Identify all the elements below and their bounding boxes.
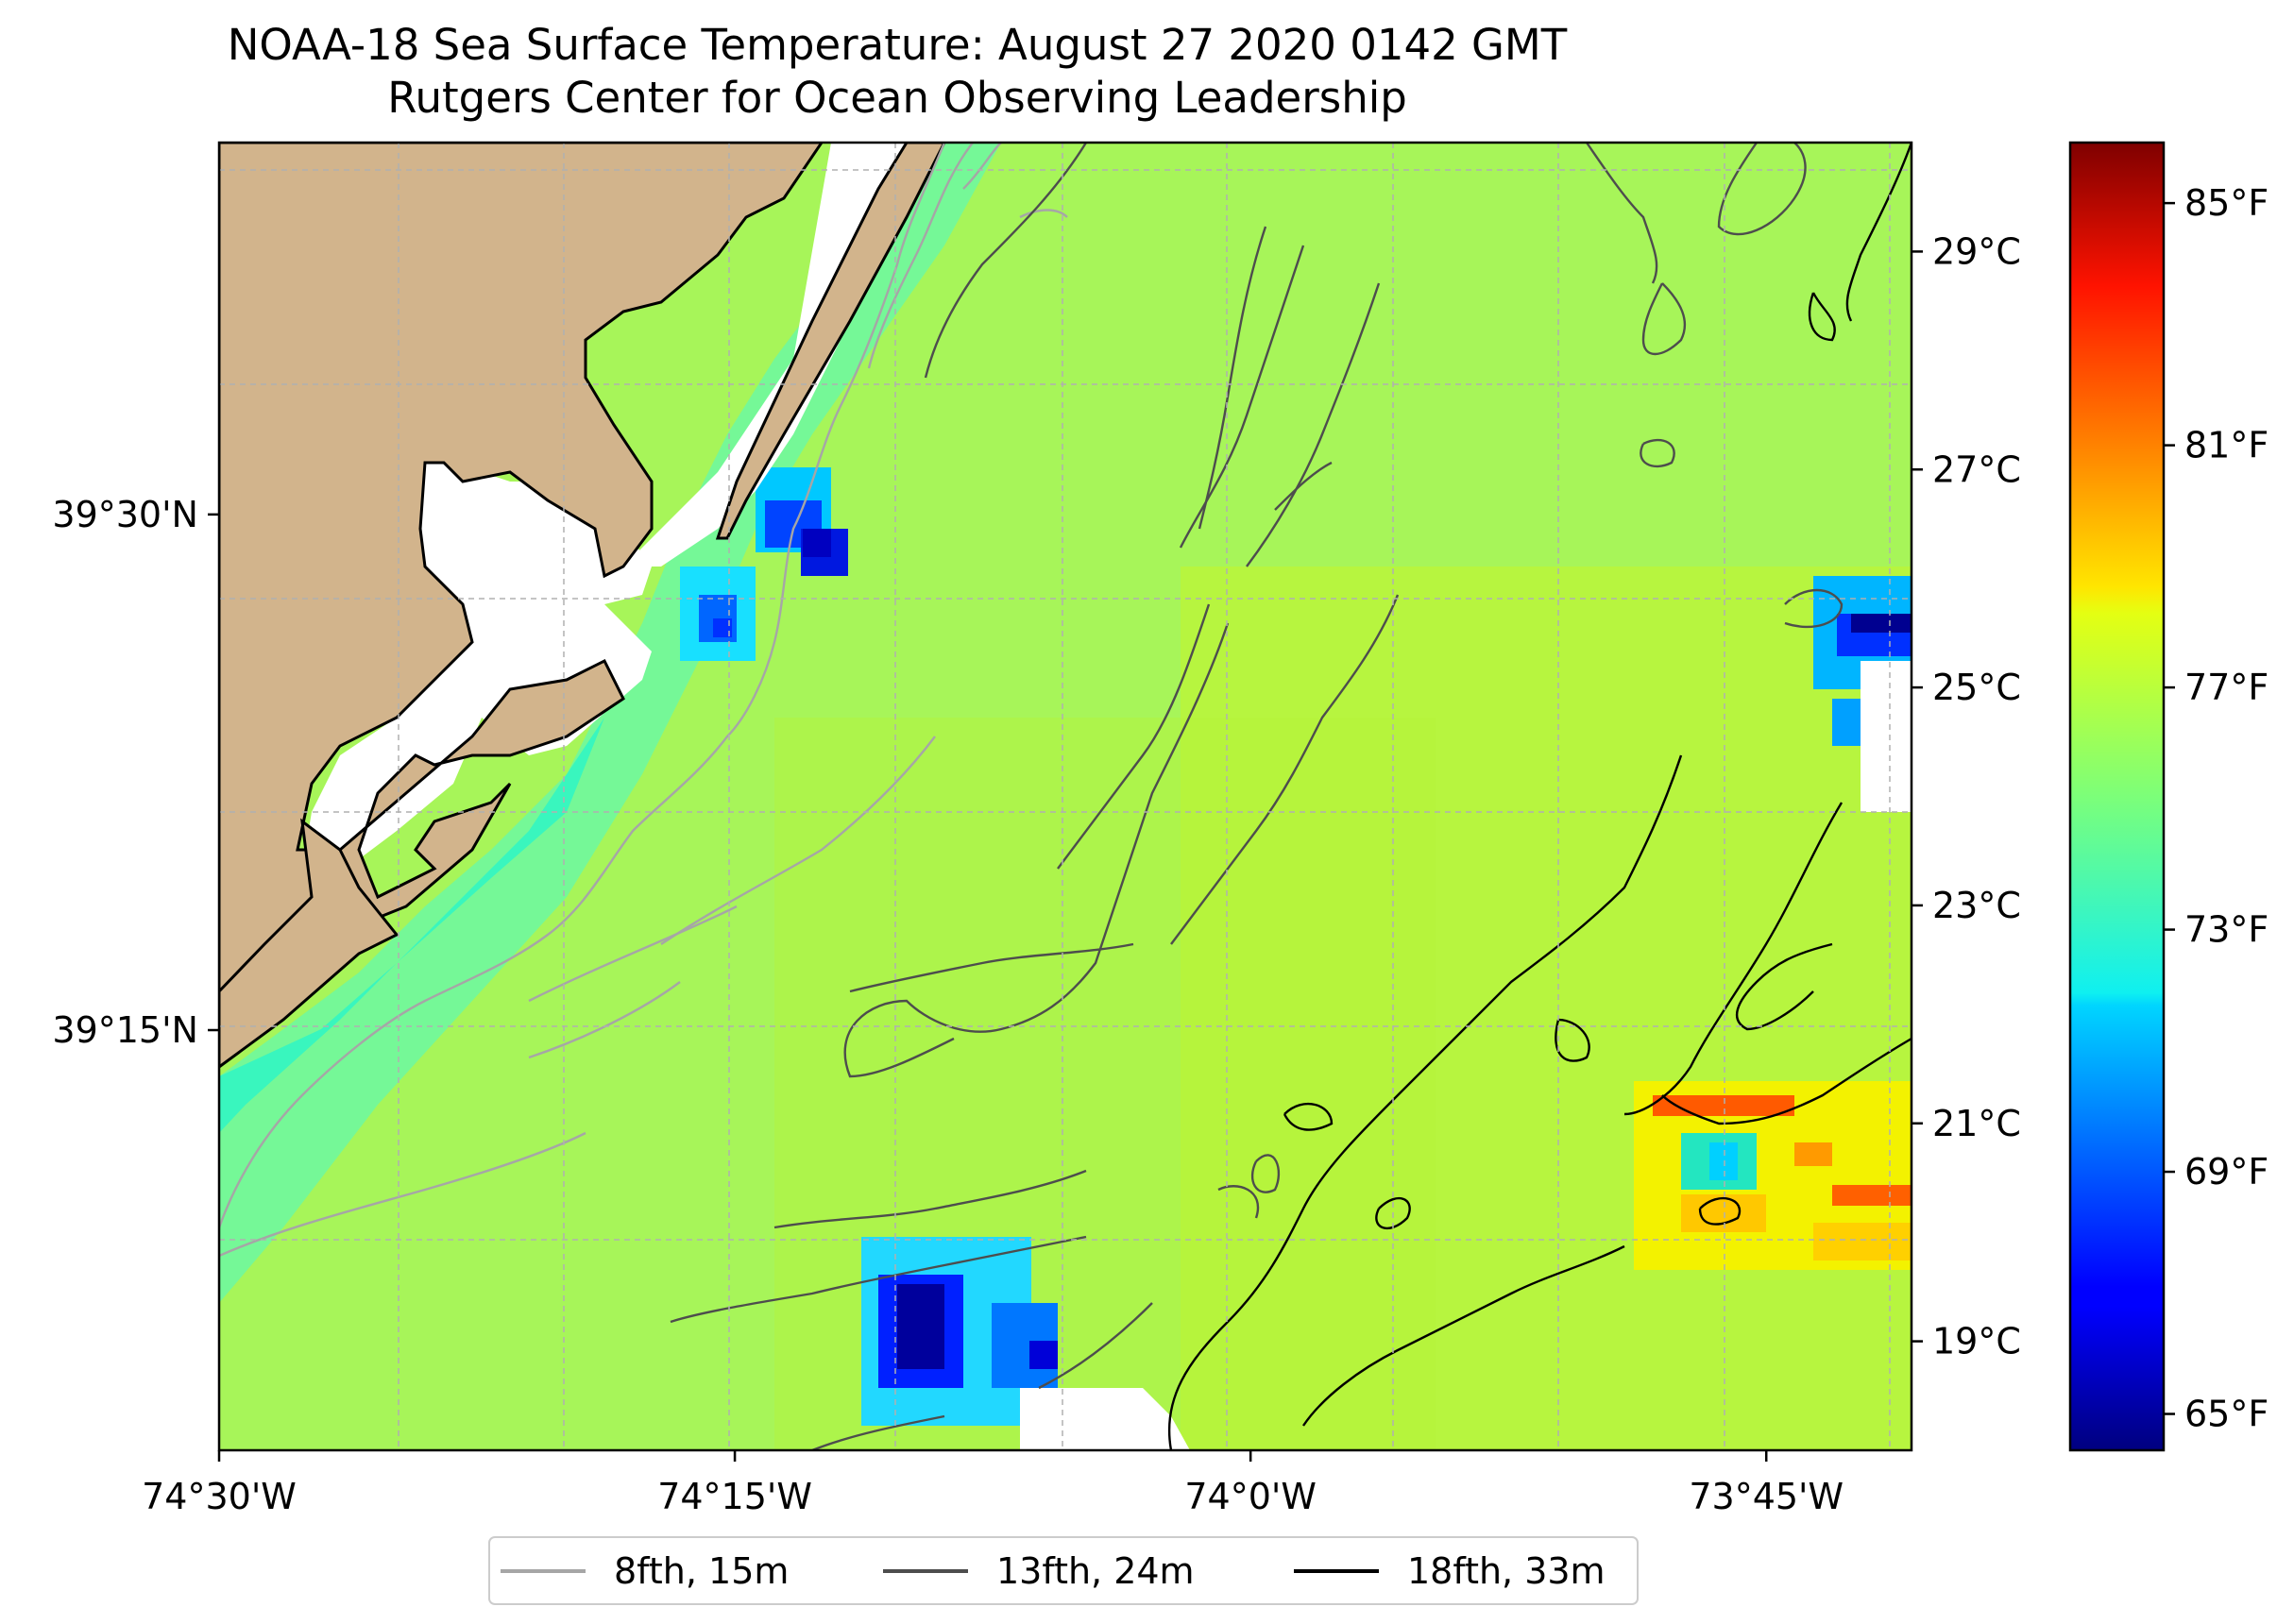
contour-legend: 8fth, 15m 13fth, 24m 18fth, 33m (488, 1536, 1639, 1605)
celsius-tick-label: 25°C (1932, 667, 2021, 708)
land-barrier-island-west (219, 818, 399, 1069)
latitude-axis: 39°30'N 39°15'N (52, 494, 219, 1051)
celsius-tick-label: 21°C (1932, 1103, 2021, 1144)
sst-map (219, 143, 1912, 1450)
lon-tick-label: 74°0'W (1184, 1476, 1317, 1517)
contour-8fth (219, 143, 1068, 1258)
map-gridlines (219, 143, 1912, 1450)
no-data-east-patch (1861, 661, 1912, 812)
no-data-coastal-region (302, 453, 652, 869)
fahrenheit-tick-label: 65°F (2184, 1394, 2269, 1435)
fahrenheit-tick-label: 81°F (2184, 425, 2269, 466)
sst-offshore-band (1181, 567, 1912, 1450)
lat-tick-label: 39°30'N (52, 494, 198, 535)
sst-nearshore-cool-band (219, 143, 1001, 1303)
celsius-axis: 19°C 21°C 23°C 25°C 27°C 29°C (1912, 230, 2021, 1362)
fahrenheit-tick-label: 73°F (2184, 909, 2269, 951)
lon-tick-label: 74°30'W (142, 1476, 297, 1517)
map-title: NOAA-18 Sea Surface Temperature: August … (227, 20, 1568, 70)
land-mainland (219, 143, 824, 1022)
fahrenheit-tick-label: 69°F (2184, 1151, 2269, 1193)
colorbar (2068, 141, 2166, 1452)
fahrenheit-axis: 65°F 69°F 73°F 77°F 81°F 85°F (2164, 182, 2269, 1435)
cold-patch-north (756, 467, 848, 576)
celsius-tick-label: 29°C (1932, 230, 2021, 272)
celsius-tick-label: 23°C (1932, 885, 2021, 926)
fahrenheit-tick-label: 85°F (2184, 182, 2269, 224)
lat-tick-label: 39°15'N (52, 1009, 198, 1051)
fahrenheit-tick-label: 77°F (2184, 667, 2269, 708)
legend-label: 13fth, 24m (996, 1550, 1195, 1592)
map-subtitle: Rutgers Center for Ocean Observing Leade… (387, 73, 1407, 123)
lon-tick-label: 73°45'W (1689, 1476, 1844, 1517)
legend-label: 8fth, 15m (614, 1550, 789, 1592)
land-barrier-island (715, 143, 946, 540)
sst-nearshore-cyan-strip (219, 623, 642, 1133)
celsius-tick-label: 27°C (1932, 448, 2021, 490)
legend-label: 18fth, 33m (1407, 1550, 1606, 1592)
legend-frame (488, 1536, 1639, 1605)
cold-patch-south (861, 1237, 1058, 1426)
longitude-axis: 74°30'W 74°15'W 74°0'W 73°45'W (142, 1450, 1844, 1517)
contour-18fth (1167, 143, 1912, 1450)
cold-patch-inlet (680, 567, 756, 661)
celsius-tick-label: 19°C (1932, 1321, 2021, 1362)
warm-patch-east (1634, 1081, 1912, 1270)
map-frame (217, 141, 1913, 1452)
lon-tick-label: 74°15'W (657, 1476, 812, 1517)
contour-13fth (670, 143, 1844, 1450)
